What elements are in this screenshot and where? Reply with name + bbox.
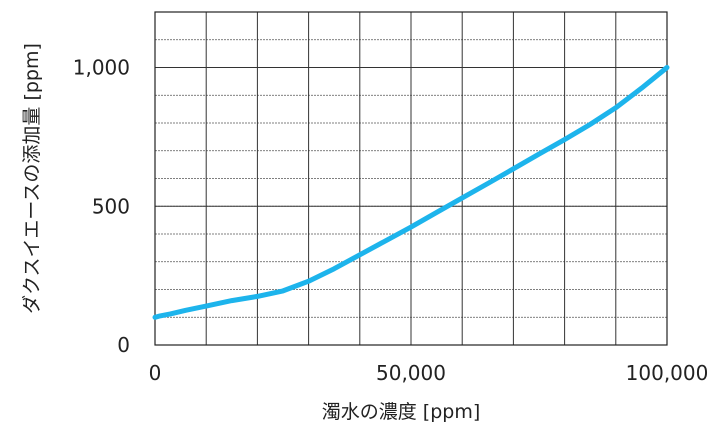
y-tick-label: 1,000 <box>73 56 130 80</box>
y-tick-label: 0 <box>117 333 130 357</box>
x-tick-label: 100,000 <box>626 361 709 385</box>
y-tick-label: 500 <box>92 194 130 218</box>
x-tick-labels: 0 50,000 100,000 <box>149 361 709 385</box>
y-tick-labels: 0 500 1,000 <box>73 56 130 358</box>
y-axis-label: ダクスイエースの添加量 [ppm] <box>21 43 43 314</box>
x-axis-label: 濁水の濃度 [ppm] <box>322 401 481 423</box>
plot-frame <box>154 11 668 346</box>
x-tick-label: 50,000 <box>376 361 446 385</box>
x-tick-label: 0 <box>149 361 162 385</box>
series-line <box>152 65 670 320</box>
series-layer <box>152 65 670 320</box>
major-grid <box>155 12 667 345</box>
